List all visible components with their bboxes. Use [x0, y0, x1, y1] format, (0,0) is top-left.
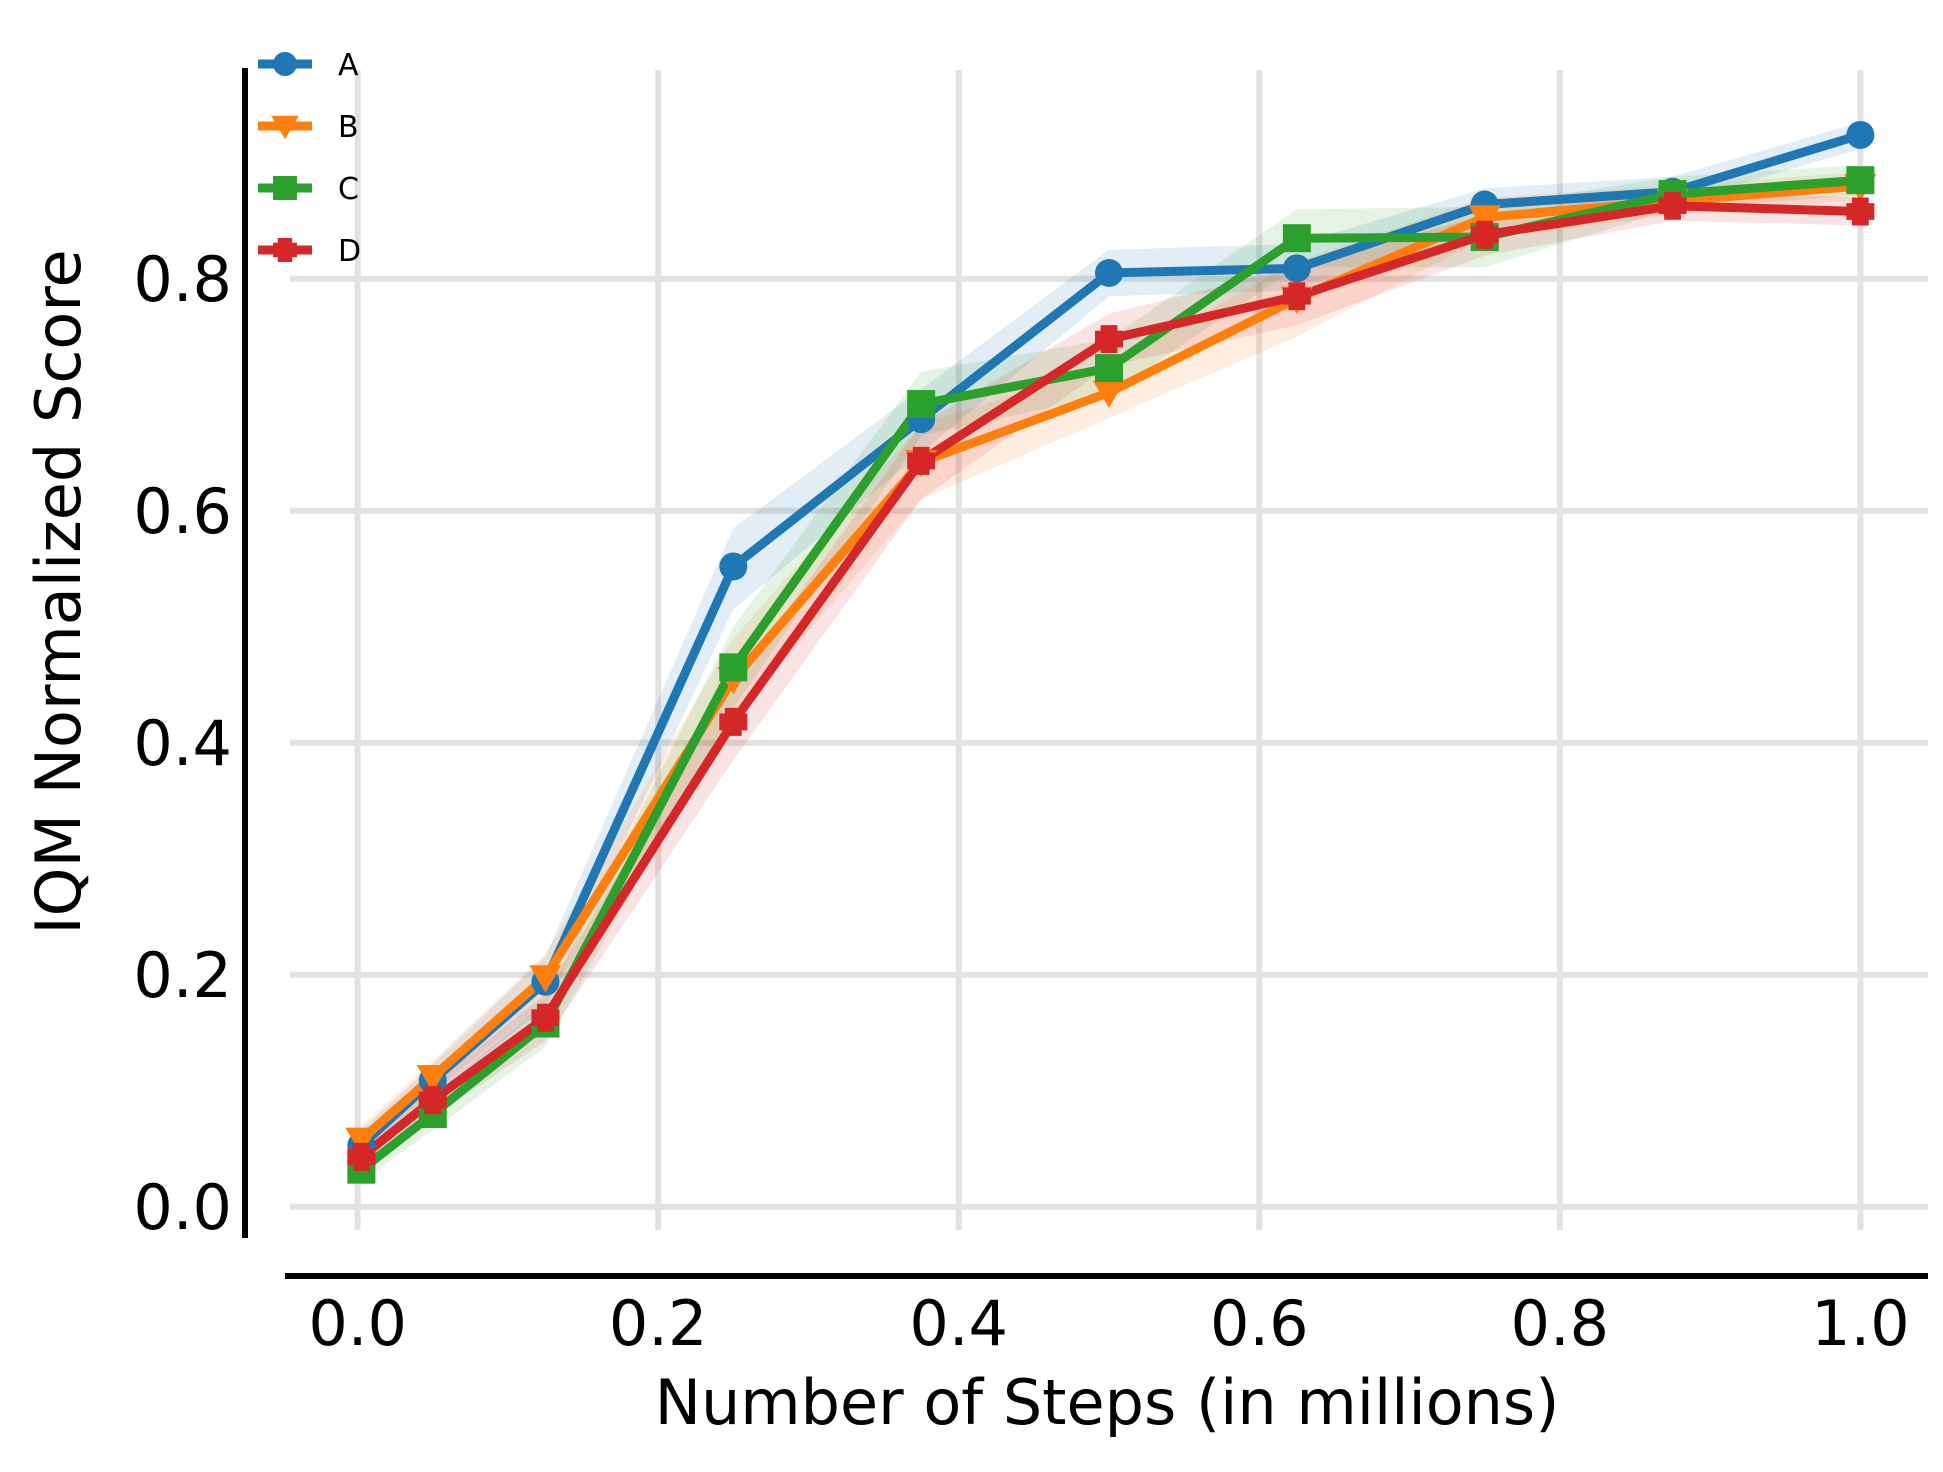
data-point-C	[1282, 224, 1311, 253]
data-point-D	[1282, 282, 1311, 311]
data-point-B	[529, 965, 562, 993]
x-tick-label: 0.0	[308, 1287, 407, 1360]
grid	[290, 70, 1928, 1230]
legend-label-B: B	[338, 110, 359, 145]
legend-marker-C	[273, 176, 297, 200]
data-point-D	[531, 1003, 560, 1032]
y-tick-label: 0.4	[133, 707, 232, 780]
data-point-D	[1658, 191, 1687, 220]
x-axis-label: Number of Steps (in millions)	[655, 1366, 1560, 1439]
data-point-D	[1470, 220, 1499, 249]
series-line-B	[358, 181, 1861, 1143]
x-tick-label: 0.8	[1511, 1287, 1610, 1360]
data-point-C	[1095, 354, 1123, 383]
x-tick-label: 0.2	[609, 1287, 708, 1360]
data-point-A	[1282, 254, 1311, 283]
series-line-C	[358, 175, 1861, 1174]
series-markers	[345, 120, 1877, 1184]
data-point-A	[719, 552, 748, 581]
y-tick-label: 0.0	[133, 1171, 232, 1244]
legend-marker-D	[273, 238, 297, 262]
data-point-C	[719, 653, 748, 682]
data-point-D	[1846, 197, 1875, 226]
y-tick-label: 0.6	[133, 475, 232, 548]
data-point-C	[907, 390, 936, 419]
data-point-D	[1095, 325, 1123, 354]
data-point-B	[416, 1064, 449, 1093]
data-point-D	[719, 707, 748, 736]
x-tick-label: 1.0	[1811, 1287, 1910, 1360]
x-tick-label: 0.4	[909, 1287, 1008, 1360]
y-tick-label: 0.2	[133, 939, 232, 1012]
legend-marker-A	[273, 52, 297, 76]
data-point-A	[1846, 120, 1875, 149]
legend-label-A: A	[338, 48, 359, 83]
x-tick-label: 0.6	[1210, 1287, 1309, 1360]
series-line-D	[358, 201, 1861, 1161]
legend-label-D: D	[338, 234, 361, 269]
data-point-D	[418, 1086, 447, 1115]
data-point-D	[347, 1142, 376, 1171]
data-point-D	[907, 446, 936, 475]
data-point-B	[1468, 205, 1501, 233]
data-point-B	[1092, 380, 1126, 408]
axes	[242, 68, 1928, 1279]
data-point-A	[1095, 259, 1123, 287]
legend-marker-B	[271, 115, 299, 140]
tick-labels: 0.0 0.2 0.4 0.6 0.8 1.0 0.0 0.2 0.4 0.6 0.8	[133, 243, 1909, 1360]
data-point-C	[1846, 166, 1875, 195]
series-lines	[358, 130, 1862, 1174]
y-axis-label: IQM Normalized Score	[22, 249, 95, 934]
data-point-B	[345, 1127, 378, 1155]
y-tick-label: 0.8	[133, 243, 232, 316]
legend-label-C: C	[338, 172, 359, 207]
